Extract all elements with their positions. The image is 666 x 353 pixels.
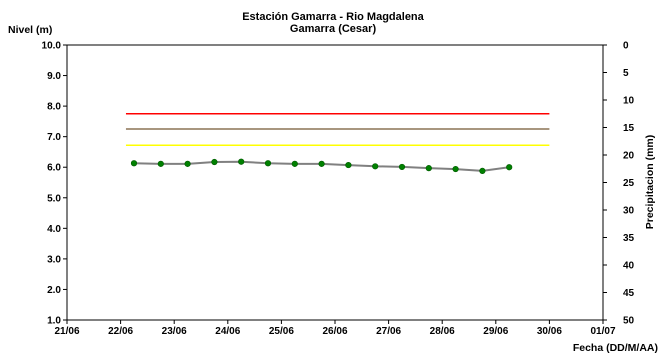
y2-tick-label: 40 [623,261,635,272]
level-point [264,160,272,167]
chart-title: Estación Gamarra - Rio Magdalena [242,11,424,23]
y-tick-label: 10.0 [42,41,62,52]
x-tick-label: 22/06 [108,326,133,337]
y2-tick-label: 25 [623,178,635,189]
y2-tick-label: 50 [623,316,635,327]
x-tick-label: 28/06 [430,326,455,337]
y2-tick-label: 0 [623,41,629,52]
level-point [318,160,325,167]
x-tick-label: 26/06 [322,326,347,337]
y-tick-label: 3.0 [47,254,61,265]
level-point [345,161,352,169]
x-axis-label: Fecha (DD/M/AA) [573,342,658,353]
y-tick-label: 9.0 [47,71,61,82]
level-point [398,163,406,171]
x-tick-label: 30/06 [537,326,562,337]
y2-tick-label: 45 [623,288,635,299]
y-tick-label: 5.0 [47,193,61,204]
y2-tick-label: 15 [623,123,635,134]
level-point [238,158,245,165]
level-point [184,160,191,167]
y2-tick-label: 10 [623,96,635,107]
x-tick-label: 23/06 [162,326,187,337]
x-tick-label: 21/06 [54,326,79,337]
level-point [425,165,432,172]
x-tick-label: 27/06 [376,326,401,337]
y2-axis-label: Precipitacion (mm) [644,135,656,230]
level-point [211,158,218,166]
plot-area: 10.0 9.0 8.0 7.0 6.0 5.0 4.0 3.0 2.0 1.0 0 5 10 15 20 2… [42,41,635,338]
y-tick-label: 7.0 [47,132,61,143]
level-point [479,167,486,174]
y2-tick-label: 30 [623,206,635,217]
y2-tick-label: 5 [623,68,629,79]
y-tick-label: 8.0 [47,102,61,113]
y2-tick-label: 35 [623,233,635,244]
level-point [130,160,138,167]
y-tick-label: 1.0 [47,316,61,327]
level-point [452,165,459,173]
level-point [291,160,298,167]
level-point [506,164,513,171]
y-tick-label: 2.0 [47,285,61,296]
y-tick-label: 4.0 [47,224,61,235]
x-tick-label: 01/07 [590,326,615,337]
x-tick-label: 25/06 [269,326,294,337]
x-tick-label: 24/06 [215,326,240,337]
y-axis-label: Nivel (m) [8,24,52,36]
level-point [157,160,164,167]
level-point [372,163,379,170]
chart-subtitle: Gamarra (Cesar) [290,23,377,35]
y2-tick-label: 20 [623,151,635,162]
y-tick-label: 6.0 [47,163,61,174]
x-tick-label: 29/06 [483,326,508,337]
